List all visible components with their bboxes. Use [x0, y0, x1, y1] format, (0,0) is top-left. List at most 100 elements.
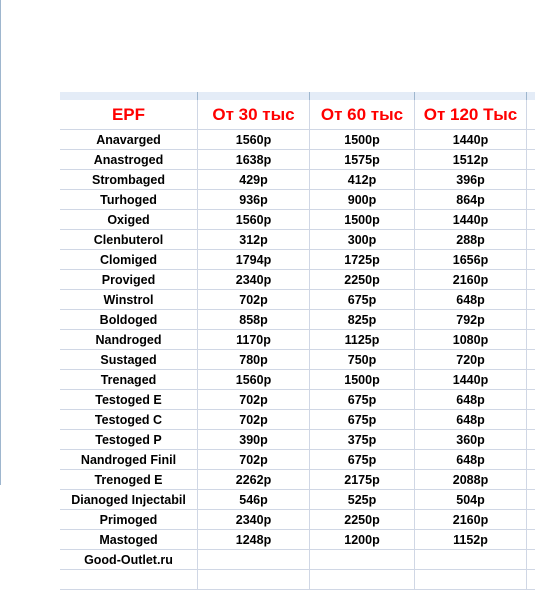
table-cell: 1725р — [310, 250, 415, 270]
table-cell — [527, 530, 535, 550]
table-cell: Strombaged — [60, 170, 198, 190]
table-cell: Mastoged — [60, 530, 198, 550]
header-cell: От 120 Тыс — [415, 100, 527, 130]
table-cell: 648р — [415, 410, 527, 430]
table-cell — [527, 410, 535, 430]
table-cell: 1575р — [310, 150, 415, 170]
table-cell: 1512р — [415, 150, 527, 170]
table-cell: 1560р — [198, 370, 310, 390]
table-cell: 648р — [415, 450, 527, 470]
table-cell: Anavarged — [60, 130, 198, 150]
table-cell: 1200р — [310, 530, 415, 550]
table-cell — [527, 270, 535, 290]
table-cell: 1500р — [310, 210, 415, 230]
column-header — [198, 92, 310, 100]
table-cell — [527, 370, 535, 390]
table-cell — [527, 170, 535, 190]
table-cell — [527, 310, 535, 330]
table-cell: 1125р — [310, 330, 415, 350]
table-cell — [527, 490, 535, 510]
table-cell: 2175р — [310, 470, 415, 490]
table-cell — [527, 190, 535, 210]
table-cell: Dianoged Injectabil — [60, 490, 198, 510]
table-cell: 825р — [310, 310, 415, 330]
table-cell: 675р — [310, 290, 415, 310]
table-cell: 936р — [198, 190, 310, 210]
footer-cell: Good-Outlet.ru — [60, 550, 198, 570]
empty-cell — [198, 570, 310, 590]
table-cell: 2160р — [415, 270, 527, 290]
footer-cell — [527, 550, 535, 570]
table-cell: 1500р — [310, 130, 415, 150]
table-cell: 1440р — [415, 210, 527, 230]
table-cell: Trenaged — [60, 370, 198, 390]
table-cell: 360р — [415, 430, 527, 450]
table-cell — [527, 130, 535, 150]
table-cell: 2250р — [310, 270, 415, 290]
column-header — [527, 92, 535, 100]
empty-cell — [60, 570, 198, 590]
header-cell: От 60 тыс — [310, 100, 415, 130]
table-cell: 864р — [415, 190, 527, 210]
footer-cell — [415, 550, 527, 570]
table-cell: 288р — [415, 230, 527, 250]
table-cell — [527, 510, 535, 530]
table-cell: 750р — [310, 350, 415, 370]
table-cell: Turhoged — [60, 190, 198, 210]
table-cell: 648р — [415, 390, 527, 410]
table-cell: 504р — [415, 490, 527, 510]
table-cell: 702р — [198, 450, 310, 470]
table-cell: 1500р — [310, 370, 415, 390]
column-header — [310, 92, 415, 100]
table-cell: Nandroged Finil — [60, 450, 198, 470]
table-cell: 412р — [310, 170, 415, 190]
table-cell: Testoged E — [60, 390, 198, 410]
footer-cell — [198, 550, 310, 570]
table-cell: 900р — [310, 190, 415, 210]
table-cell — [527, 290, 535, 310]
table-cell: 792р — [415, 310, 527, 330]
header-cell: EPF — [60, 100, 198, 130]
table-cell: Boldoged — [60, 310, 198, 330]
table-cell: 702р — [198, 290, 310, 310]
table-cell: Proviged — [60, 270, 198, 290]
table-cell: 1170р — [198, 330, 310, 350]
table-cell: 375р — [310, 430, 415, 450]
table-cell: 429р — [198, 170, 310, 190]
table-cell: 312р — [198, 230, 310, 250]
table-cell: 396р — [415, 170, 527, 190]
table-cell — [527, 330, 535, 350]
empty-cell — [310, 570, 415, 590]
table-cell — [527, 390, 535, 410]
table-cell — [527, 470, 535, 490]
table-cell: 1794р — [198, 250, 310, 270]
table-cell: 2250р — [310, 510, 415, 530]
table-cell: 2340р — [198, 270, 310, 290]
table-cell — [527, 150, 535, 170]
table-cell: Oxiged — [60, 210, 198, 230]
sheet-border — [0, 0, 1, 485]
footer-cell — [310, 550, 415, 570]
table-cell: 675р — [310, 450, 415, 470]
table-cell: Clomiged — [60, 250, 198, 270]
table-cell: Winstrol — [60, 290, 198, 310]
table-cell: Sustaged — [60, 350, 198, 370]
table-cell: 702р — [198, 390, 310, 410]
table-cell: 525р — [310, 490, 415, 510]
table-cell: 390р — [198, 430, 310, 450]
header-cell: От 30 тыс — [198, 100, 310, 130]
table-cell: 702р — [198, 410, 310, 430]
table-cell: 1560р — [198, 130, 310, 150]
table-cell: 780р — [198, 350, 310, 370]
table-cell: 2088р — [415, 470, 527, 490]
table-cell: 2340р — [198, 510, 310, 530]
column-header — [415, 92, 527, 100]
table-cell: 2262р — [198, 470, 310, 490]
table-cell: 546р — [198, 490, 310, 510]
table-cell — [527, 230, 535, 250]
table-cell: 858р — [198, 310, 310, 330]
table-cell: 648р — [415, 290, 527, 310]
table-cell: 1656р — [415, 250, 527, 270]
table-cell: 1152р — [415, 530, 527, 550]
